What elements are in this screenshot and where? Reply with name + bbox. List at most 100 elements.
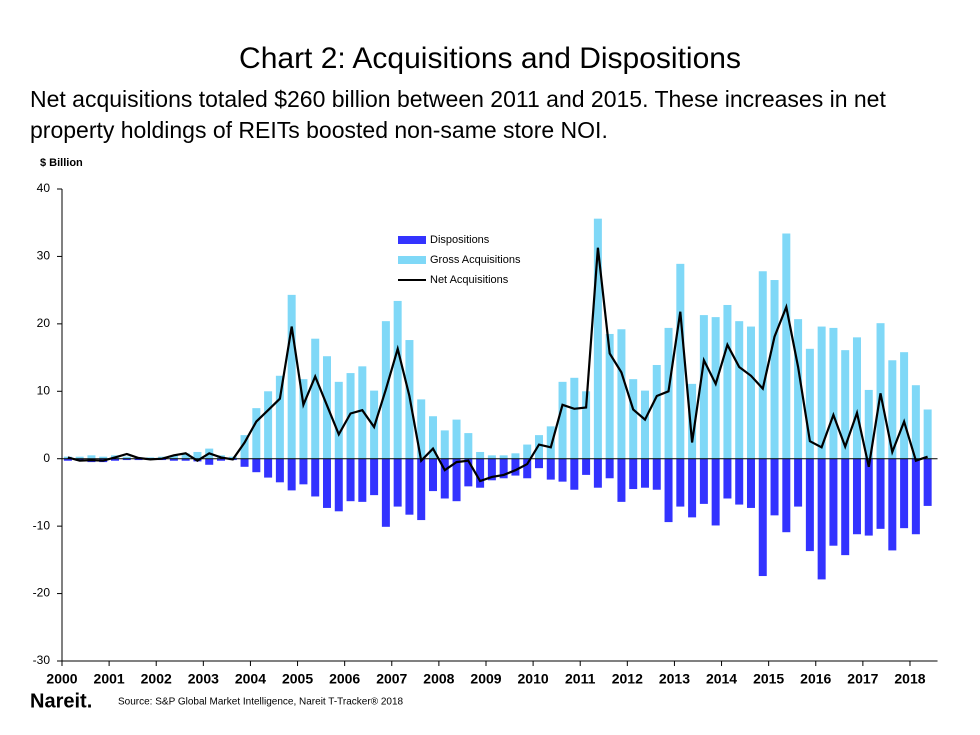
bar [794, 319, 803, 459]
bar [299, 379, 308, 459]
legend-label: Gross Acquisitions [430, 254, 521, 266]
bar [75, 456, 84, 459]
bar [181, 458, 190, 461]
source: Source: S&P Global Market Intelligence, … [118, 697, 404, 708]
bar [63, 458, 72, 461]
bar [311, 458, 320, 497]
x-tick-label: 2016 [800, 671, 831, 687]
bar [476, 451, 485, 459]
bar [181, 453, 190, 459]
bar [664, 327, 673, 459]
bar [758, 271, 767, 459]
y-tick-label: 20 [37, 316, 51, 330]
bar [405, 458, 414, 515]
bar [805, 348, 814, 459]
legend-swatch [398, 256, 426, 264]
bar [735, 321, 744, 459]
x-tick-label: 2013 [659, 671, 690, 687]
bar [570, 377, 579, 459]
x-tick-label: 2015 [753, 671, 784, 687]
bar [558, 458, 567, 482]
bar [888, 360, 897, 459]
bar [169, 455, 178, 459]
bar [346, 458, 355, 502]
subtitle: Net acquisitions totaled $260 billion be… [30, 86, 886, 112]
logo: Nareit. [30, 690, 92, 712]
bar [617, 458, 626, 502]
bar [146, 457, 155, 459]
bar [699, 315, 708, 459]
bar [688, 458, 697, 518]
chart-title: Chart 2: Acquisitions and Dispositions [239, 42, 741, 75]
legend-swatch [398, 236, 426, 244]
y-tick-label: 0 [43, 451, 50, 465]
bar [534, 458, 543, 469]
bar [570, 458, 579, 490]
legend-label: Dispositions [430, 234, 490, 246]
bar [900, 458, 909, 529]
bar [640, 390, 649, 459]
x-tick-label: 2010 [518, 671, 549, 687]
bar [252, 408, 261, 459]
x-tick-label: 2003 [188, 671, 219, 687]
bar [746, 326, 755, 459]
bar [546, 458, 555, 480]
bar [770, 458, 779, 516]
bar [358, 366, 367, 459]
bar [311, 338, 320, 459]
bar [664, 458, 673, 523]
bar [417, 399, 426, 459]
bar [699, 458, 708, 504]
bar [723, 458, 732, 499]
bar [393, 300, 402, 459]
bar [770, 280, 779, 459]
y-tick-label: -20 [33, 586, 51, 600]
bar [264, 458, 273, 478]
bar [122, 456, 131, 459]
bar [523, 444, 532, 459]
bar [358, 458, 367, 502]
bar [652, 364, 661, 459]
bar [794, 458, 803, 507]
bar [428, 416, 437, 459]
bar [122, 458, 131, 461]
x-tick-label: 2018 [894, 671, 925, 687]
x-tick-label: 2001 [94, 671, 125, 687]
bar [605, 333, 614, 459]
x-tick-label: 2006 [329, 671, 360, 687]
bar [299, 458, 308, 485]
bar [876, 458, 885, 529]
bar [746, 458, 755, 508]
bar [452, 419, 461, 459]
y-axis-label: $ Billion [40, 157, 83, 169]
bar [829, 458, 838, 546]
y-tick-label: 10 [37, 383, 51, 397]
bar [87, 455, 96, 459]
bar [852, 458, 861, 535]
bar [923, 458, 932, 506]
bar [582, 391, 591, 459]
bar [346, 373, 355, 459]
x-tick-label: 2017 [847, 671, 878, 687]
y-tick-label: 30 [37, 249, 51, 263]
bar [240, 435, 249, 459]
subtitle: property holdings of REITs boosted non-s… [30, 117, 608, 143]
bar [829, 327, 838, 459]
bar [452, 458, 461, 502]
y-tick-label: -10 [33, 518, 51, 532]
bar [817, 458, 826, 580]
bar [216, 458, 225, 461]
bar [393, 458, 402, 507]
bar [370, 458, 379, 496]
bar [334, 381, 343, 459]
legend-label: Net Acquisitions [430, 274, 509, 286]
bar [487, 458, 496, 481]
bar [440, 458, 449, 499]
bar [617, 329, 626, 459]
x-tick-label: 2012 [612, 671, 643, 687]
bar [758, 458, 767, 577]
bar [322, 458, 331, 508]
x-tick-label: 2008 [423, 671, 454, 687]
bar [546, 426, 555, 459]
bar [593, 218, 602, 459]
